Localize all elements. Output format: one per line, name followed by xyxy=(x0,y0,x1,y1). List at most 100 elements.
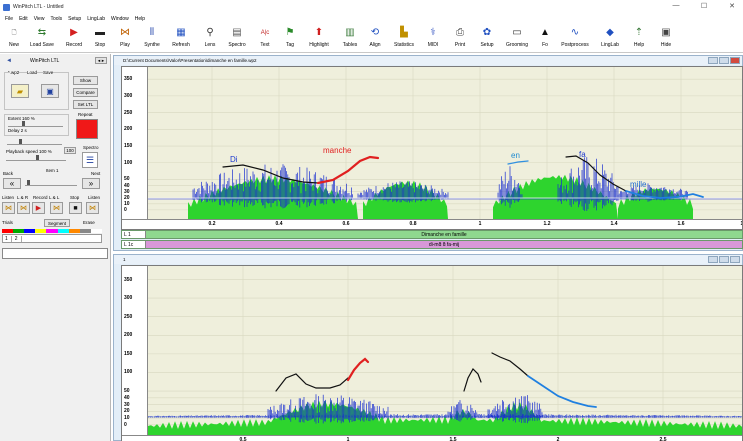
show-button[interactable]: Show xyxy=(73,76,98,85)
trial-color-swatches[interactable] xyxy=(2,229,102,233)
tier-l1c[interactable]: L 1c di-mɑ̃ ɑ̃ fa-mij xyxy=(121,240,743,249)
color-swatch[interactable] xyxy=(2,229,14,233)
tier-l1c-text[interactable]: di-mɑ̃ ɑ̃ fa-mij xyxy=(428,241,460,248)
compare-button[interactable]: Compare xyxy=(73,88,98,97)
window-2-maximize-button[interactable] xyxy=(719,256,729,263)
item-slider[interactable] xyxy=(25,180,77,186)
toolbar-highlight-button[interactable]: ⬆ Highlight xyxy=(301,23,337,53)
menu-tools[interactable]: Tools xyxy=(50,15,63,22)
x-tick-label: 0.8 xyxy=(409,221,417,227)
trial-2[interactable]: 2 xyxy=(15,235,22,242)
toolbar-print-button[interactable]: ⎙ Print xyxy=(445,23,475,53)
load-button[interactable]: ▰ xyxy=(11,84,29,98)
menu-help[interactable]: Help xyxy=(134,15,146,22)
x-tick-label: 1.6 xyxy=(677,221,685,227)
color-swatch[interactable] xyxy=(68,229,80,233)
toolbar-refresh-button[interactable]: ▦ Refresh xyxy=(165,23,197,53)
toolbar-postprocess-button[interactable]: ∿ Postprocess xyxy=(555,23,595,53)
extent-slider[interactable] xyxy=(8,121,63,127)
menu-file[interactable]: File xyxy=(5,15,14,22)
title-bar: WinPitch LTL - Untitled — ☐ ✕ xyxy=(0,0,743,14)
speed-value-button[interactable]: 100 xyxy=(64,147,76,154)
window-1-close-button[interactable] xyxy=(730,57,740,64)
color-swatch[interactable] xyxy=(57,229,69,233)
comment-field[interactable] xyxy=(2,248,108,259)
color-swatch[interactable] xyxy=(13,229,25,233)
toolbar-midi-button[interactable]: ⚕ MIDI xyxy=(421,23,445,53)
close-button[interactable]: ✕ xyxy=(729,3,735,10)
menu-edit[interactable]: Edit xyxy=(19,15,28,22)
menu-setup[interactable]: Setup xyxy=(68,15,82,22)
pitch-plot-2[interactable] xyxy=(148,266,743,435)
window-controls: — ☐ ✕ xyxy=(669,2,739,10)
toolbar-record-button[interactable]: ▶ Record xyxy=(59,23,89,53)
toolbar-help-button[interactable]: ⇡ Help xyxy=(625,23,653,53)
back-button[interactable]: « xyxy=(3,178,21,189)
color-swatch[interactable] xyxy=(90,229,102,233)
menu-window[interactable]: Window xyxy=(111,15,129,22)
window-1-maximize-button[interactable] xyxy=(719,57,729,64)
listen-button[interactable]: ⋈ xyxy=(2,202,15,214)
color-swatch[interactable] xyxy=(46,229,58,233)
toolbar-load-save-button[interactable]: ⇆ Load Save xyxy=(25,23,59,53)
toolbar-linglab-button[interactable]: ◆ LingLab xyxy=(595,23,625,53)
window-2-close-button[interactable] xyxy=(730,256,740,263)
x-axis-1: 0.2 0.4 0.6 0.8 1 1.2 1.4 1.6 1.8 xyxy=(122,219,742,229)
tier-l1[interactable]: L 1 Dimanche en famille xyxy=(121,230,743,239)
extent-slider-thumb[interactable] xyxy=(22,121,25,126)
item-slider-thumb[interactable] xyxy=(27,180,30,185)
toolbar-fo-button[interactable]: ▲ Fo xyxy=(535,23,555,53)
color-swatch[interactable] xyxy=(79,229,91,233)
listen-end-button[interactable]: ⋈ xyxy=(86,202,99,214)
panel-arrows[interactable]: ◄► xyxy=(95,57,107,64)
listen-record-button[interactable]: ⋈ xyxy=(17,202,30,214)
menu-linglab[interactable]: LingLab xyxy=(87,15,105,22)
color-swatch[interactable] xyxy=(35,229,47,233)
listen-listen-button[interactable]: ⋈ xyxy=(50,202,63,214)
y-tick-label: 250 xyxy=(124,313,133,320)
pin-icon[interactable]: ◄ xyxy=(6,58,12,64)
minimize-button[interactable]: — xyxy=(672,2,680,9)
delay-slider[interactable] xyxy=(7,139,62,145)
set-ltl-button[interactable]: Set LTL xyxy=(73,100,98,109)
toolbar-text-button[interactable]: A|c Text xyxy=(251,23,279,53)
x-axis-2: 0.5 1 1.5 2 2.5 xyxy=(122,435,742,441)
toolbar-spectro-button[interactable]: ▤ Spectro xyxy=(223,23,251,53)
maximize-button[interactable]: ☐ xyxy=(700,3,708,10)
tier-l1-text[interactable]: Dimanche en famille xyxy=(421,231,467,238)
trial-list[interactable]: 1 2 xyxy=(2,234,102,243)
window-2-minimize-button[interactable] xyxy=(708,256,718,263)
playback-speed-thumb[interactable] xyxy=(36,155,39,160)
pitch-graph-2[interactable]: 350 300 250 200 150 100 50 40 30 20 10 0 0.5 1 1.5 2 2.… xyxy=(121,265,743,441)
toolbar-play-button[interactable]: ⋈ Play xyxy=(111,23,139,53)
toolbar-tables-button[interactable]: ▥ Tables xyxy=(337,23,363,53)
toolbar-synthe-button[interactable]: ⦀ Synthe xyxy=(139,23,165,53)
toolbar-new-button[interactable]: 🗋 New xyxy=(3,23,25,53)
toolbar-setup-button[interactable]: ✿ Setup xyxy=(475,23,499,53)
playback-speed-slider[interactable] xyxy=(6,155,66,161)
stop-button[interactable]: ■ xyxy=(69,202,82,214)
refresh-icon: ▦ xyxy=(176,27,186,38)
window-1-minimize-button[interactable] xyxy=(708,57,718,64)
trial-1[interactable]: 1 xyxy=(5,235,12,242)
delay-slider-thumb[interactable] xyxy=(19,139,22,144)
toolbar-grooming-button[interactable]: ▭ Grooming xyxy=(499,23,535,53)
segment-button[interactable]: Segment xyxy=(44,219,70,227)
toolbar-label: Stop xyxy=(94,42,106,48)
menu-view[interactable]: View xyxy=(33,15,45,22)
next-button[interactable]: » xyxy=(82,178,100,189)
toolbar-align-button[interactable]: ⟲ Align xyxy=(363,23,387,53)
record-button[interactable]: ▶ xyxy=(32,202,45,214)
toolbar-hide-button[interactable]: ▣ Hide xyxy=(653,23,679,53)
extent-label: Extent 160 % xyxy=(8,116,35,121)
toolbar-stop-button[interactable]: ▬ Stop xyxy=(89,23,111,53)
toolbar-tag-button[interactable]: ⚑ Tag xyxy=(279,23,301,53)
pitch-plot-1[interactable]: Di manche en fa mille xyxy=(148,67,743,219)
save-button[interactable]: ▣ xyxy=(41,84,59,98)
toolbar-lens-button[interactable]: ⚲ Lens xyxy=(197,23,223,53)
pitch-graph-1[interactable]: 350 300 250 200 150 100 50 40 30 20 10 0 Di manche en… xyxy=(121,66,743,230)
spectro-button[interactable]: ☰ xyxy=(82,152,98,168)
repeat-button[interactable] xyxy=(76,119,98,139)
toolbar-statistics-button[interactable]: ▙ Statistics xyxy=(387,23,421,53)
color-swatch[interactable] xyxy=(24,229,36,233)
